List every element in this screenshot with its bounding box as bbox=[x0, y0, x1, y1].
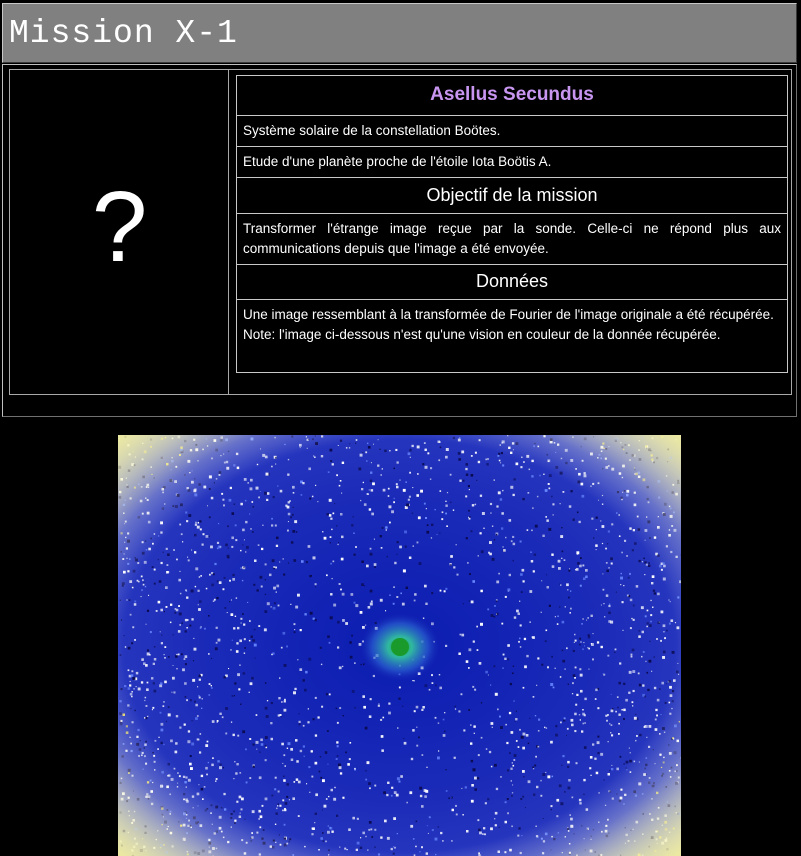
mission-image-placeholder: ? bbox=[10, 70, 229, 394]
data-text-line-2: Note: l'image ci-dessous n'est qu'une vi… bbox=[243, 327, 721, 342]
data-text-line-1: Une image ressemblant à la transformée d… bbox=[243, 307, 774, 322]
question-mark-icon: ? bbox=[91, 171, 148, 283]
mission-system-text: Système solaire de la constellation Boöt… bbox=[243, 123, 501, 138]
data-heading: Données bbox=[475, 271, 549, 291]
data-heading-row: Données bbox=[237, 265, 787, 300]
objective-text: Transformer l'étrange image reçue par la… bbox=[243, 221, 781, 256]
mission-panel: ? Asellus Secundus Système solaire de la… bbox=[2, 64, 797, 417]
mission-study-text: Etude d'une planète proche de l'étoile I… bbox=[243, 154, 552, 169]
data-text: Une image ressemblant à la transformée d… bbox=[237, 300, 787, 345]
objective-heading-row: Objectif de la mission bbox=[237, 178, 787, 214]
objective-text-row: Transformer l'étrange image reçue par la… bbox=[237, 214, 787, 265]
fourier-spectrum-image bbox=[118, 435, 681, 856]
mission-details: Asellus Secundus Système solaire de la c… bbox=[236, 75, 788, 373]
mission-name: Asellus Secundus bbox=[430, 84, 594, 105]
title-bar: Mission X-1 bbox=[2, 3, 797, 63]
mission-name-row: Asellus Secundus bbox=[237, 76, 787, 116]
data-text-row: Une image ressemblant à la transformée d… bbox=[237, 300, 787, 372]
mission-system-row: Système solaire de la constellation Boöt… bbox=[237, 116, 787, 147]
mission-table: ? Asellus Secundus Système solaire de la… bbox=[9, 69, 792, 395]
page-title: Mission X-1 bbox=[9, 15, 238, 52]
mission-study-row: Etude d'une planète proche de l'étoile I… bbox=[237, 147, 787, 178]
objective-heading: Objectif de la mission bbox=[426, 185, 598, 205]
